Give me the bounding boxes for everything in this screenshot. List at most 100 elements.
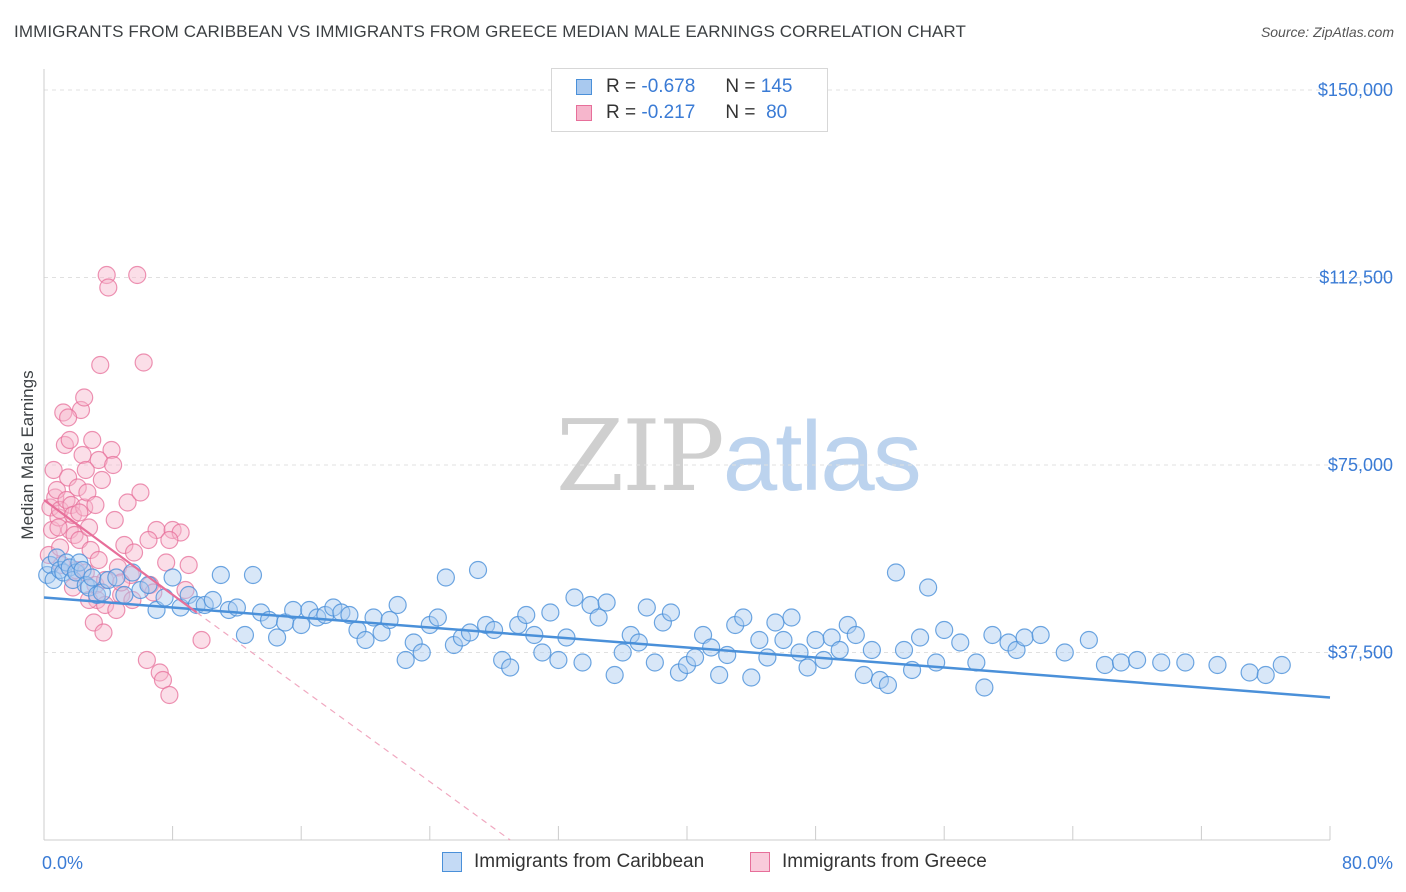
- greece-point: [104, 455, 123, 475]
- caribbean-point: [573, 653, 592, 672]
- greece-point: [75, 498, 94, 517]
- caribbean-point: [468, 560, 488, 580]
- watermark-atlas: atlas: [722, 401, 922, 511]
- greece-point: [91, 355, 110, 375]
- y-tick-label: $112,500: [1319, 268, 1393, 288]
- caribbean-point: [1127, 650, 1147, 670]
- trend-lines: [43, 499, 1331, 841]
- caribbean-point: [356, 630, 375, 650]
- caribbean-point: [806, 630, 825, 650]
- greece-point: [73, 445, 92, 465]
- greece-point: [176, 580, 195, 600]
- caribbean-trend-line: [43, 596, 1331, 699]
- caribbean-point: [734, 608, 753, 627]
- n-value: 145: [760, 76, 793, 97]
- caribbean-point: [428, 608, 447, 627]
- caribbean-legend-swatch: [442, 852, 462, 872]
- legend-item-greece[interactable]: Immigrants from Greece: [750, 851, 987, 873]
- caribbean-point: [766, 613, 785, 632]
- greece-point: [128, 265, 147, 285]
- legend-item-caribbean[interactable]: Immigrants from Caribbean: [442, 851, 704, 873]
- caribbean-point: [73, 560, 92, 580]
- caribbean-point: [597, 593, 616, 612]
- greece-point: [84, 613, 103, 632]
- x-tick-label: 0.0%: [42, 853, 83, 873]
- greece-point: [131, 483, 150, 502]
- legend-label-caribbean: Immigrants from Caribbean: [474, 851, 705, 872]
- caribbean-point: [533, 643, 552, 662]
- caribbean-point: [862, 640, 881, 660]
- greece-point: [115, 535, 134, 555]
- caribbean-point: [758, 648, 777, 667]
- n-label: N =: [725, 102, 756, 123]
- series-legend: Immigrants from Caribbean Immigrants fro…: [0, 851, 1406, 877]
- greece-point: [139, 530, 158, 550]
- watermark-zip: ZIP: [556, 400, 725, 514]
- greece-point: [137, 650, 156, 670]
- stats-legend: R = -0.678 N = 145 R = -0.217 N = 80: [551, 68, 828, 132]
- greece-point: [102, 440, 121, 460]
- caribbean-point: [163, 568, 182, 587]
- caribbean-point: [123, 563, 142, 582]
- caribbean-point: [549, 650, 568, 670]
- caribbean-points: [38, 548, 1291, 697]
- greece-point: [49, 518, 68, 537]
- greece-point: [99, 278, 118, 297]
- caribbean-point: [750, 630, 769, 650]
- y-tick-label: $75,000: [1328, 455, 1393, 475]
- greece-point: [57, 490, 76, 510]
- r-value: -0.217: [641, 102, 696, 123]
- caribbean-point: [115, 585, 134, 605]
- caribbean-point: [139, 575, 158, 595]
- caribbean-point: [57, 553, 76, 572]
- caribbean-point: [589, 608, 608, 627]
- r-label: R =: [606, 76, 637, 97]
- greece-point: [60, 520, 79, 540]
- caribbean-point: [203, 590, 222, 610]
- greece-point: [105, 510, 124, 530]
- source-label: Source: ZipAtlas.com: [1260, 24, 1394, 40]
- caribbean-point: [613, 643, 632, 662]
- caribbean-point: [284, 600, 303, 620]
- y-tick-label: $150,000: [1318, 80, 1393, 100]
- caribbean-point: [211, 565, 230, 585]
- caribbean-point: [975, 678, 994, 697]
- caribbean-point: [517, 605, 536, 625]
- stats-row-greece: R = -0.217 N = 80: [552, 100, 787, 126]
- n-label: N =: [725, 76, 756, 97]
- caribbean-point: [814, 650, 833, 670]
- greece-point: [59, 468, 78, 487]
- caribbean-point: [1111, 653, 1131, 672]
- greece-point: [160, 685, 179, 705]
- caribbean-point: [702, 638, 721, 657]
- caribbean-point: [501, 658, 520, 677]
- greece-legend-swatch: [750, 852, 770, 872]
- caribbean-point: [107, 568, 126, 587]
- caribbean-point: [637, 598, 656, 617]
- greece-point: [59, 408, 78, 427]
- caribbean-point: [935, 620, 954, 640]
- greece-swatch: [576, 105, 592, 121]
- caribbean-point: [1015, 628, 1034, 647]
- greece-point: [86, 495, 105, 515]
- greece-point: [124, 543, 144, 562]
- caribbean-point: [685, 648, 705, 667]
- caribbean-point: [790, 643, 809, 662]
- caribbean-point: [1176, 653, 1195, 672]
- greece-trend-extension: [196, 612, 511, 841]
- greece-point: [44, 460, 63, 480]
- caribbean-point: [340, 605, 359, 625]
- stats-row-caribbean: R = -0.678 N = 145: [552, 74, 792, 100]
- greece-point: [47, 480, 66, 500]
- caribbean-point: [910, 628, 930, 647]
- caribbean-point: [878, 675, 898, 695]
- caribbean-point: [1152, 653, 1171, 672]
- greece-point: [153, 670, 173, 690]
- greece-point: [83, 430, 102, 450]
- caribbean-point: [1095, 655, 1115, 675]
- caribbean-point: [919, 578, 938, 597]
- caribbean-point: [460, 623, 480, 642]
- greece-point: [94, 623, 113, 642]
- caribbean-point: [782, 608, 801, 627]
- caribbean-point: [412, 643, 431, 662]
